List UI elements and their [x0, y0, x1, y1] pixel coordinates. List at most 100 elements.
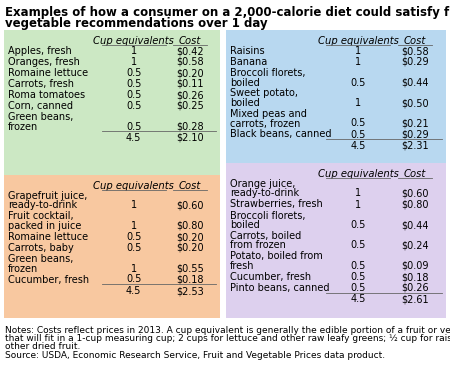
Text: 0.5: 0.5 [126, 275, 141, 284]
Text: $0.80: $0.80 [401, 199, 429, 209]
Text: $2.10: $2.10 [176, 133, 203, 143]
Text: Pinto beans, canned: Pinto beans, canned [230, 283, 329, 293]
Text: 0.5: 0.5 [350, 118, 366, 128]
Text: Corn, canned: Corn, canned [8, 101, 73, 111]
Text: Mixed peas and: Mixed peas and [230, 109, 307, 119]
Text: 4.5: 4.5 [126, 286, 141, 296]
Text: 0.5: 0.5 [350, 241, 366, 251]
Text: Cup equivalents: Cup equivalents [318, 36, 398, 46]
Text: boiled: boiled [230, 220, 260, 230]
Text: $0.58: $0.58 [176, 57, 203, 67]
Text: Broccoli florets,: Broccoli florets, [230, 210, 306, 220]
Text: Carrots, boiled: Carrots, boiled [230, 231, 301, 241]
Text: 1: 1 [355, 57, 361, 67]
Text: Romaine lettuce: Romaine lettuce [8, 232, 88, 242]
Text: $2.53: $2.53 [176, 286, 204, 296]
Text: $0.42: $0.42 [176, 46, 203, 56]
Text: Sweet potato,: Sweet potato, [230, 88, 298, 99]
Text: $0.55: $0.55 [176, 263, 204, 273]
Text: 1: 1 [355, 188, 361, 198]
Text: Roma tomatoes: Roma tomatoes [8, 90, 85, 100]
Text: $0.21: $0.21 [401, 118, 429, 128]
Text: packed in juice: packed in juice [8, 221, 81, 231]
Text: fresh: fresh [230, 261, 255, 271]
Text: 0.5: 0.5 [126, 243, 141, 253]
Text: $0.50: $0.50 [401, 98, 429, 108]
Bar [4, 30, 220, 193]
Text: $0.26: $0.26 [401, 283, 429, 293]
Text: $0.44: $0.44 [401, 220, 429, 230]
Text: Examples of how a consumer on a 2,000-calorie diet could satisfy fruit and: Examples of how a consumer on a 2,000-ca… [5, 6, 450, 19]
Text: $0.80: $0.80 [176, 221, 203, 231]
Text: Notes: Costs reflect prices in 2013. A cup equivalent is generally the edible po: Notes: Costs reflect prices in 2013. A c… [5, 326, 450, 335]
Text: vegetable recommendations over 1 day: vegetable recommendations over 1 day [5, 17, 268, 30]
Text: $0.20: $0.20 [176, 68, 203, 78]
Bar [226, 30, 446, 193]
Text: Broccoli florets,: Broccoli florets, [230, 68, 306, 78]
Text: Carrots, fresh: Carrots, fresh [8, 79, 74, 89]
Text: 0.5: 0.5 [350, 78, 366, 88]
Text: $0.20: $0.20 [176, 243, 203, 253]
Text: $0.44: $0.44 [401, 78, 429, 88]
Text: Fruit cocktail,: Fruit cocktail, [8, 212, 74, 222]
Text: $0.24: $0.24 [401, 241, 429, 251]
Text: 1: 1 [355, 46, 361, 56]
Text: $0.58: $0.58 [401, 46, 429, 56]
Text: Cup equivalents: Cup equivalents [318, 169, 398, 179]
Text: Banana: Banana [230, 57, 267, 67]
Text: 0.5: 0.5 [126, 79, 141, 89]
Text: Green beans,: Green beans, [8, 112, 73, 122]
Text: 1: 1 [130, 201, 137, 210]
Text: 0.5: 0.5 [126, 90, 141, 100]
Text: boiled: boiled [230, 78, 260, 88]
Text: Cost: Cost [404, 169, 426, 179]
Text: Strawberries, fresh: Strawberries, fresh [230, 199, 323, 209]
Text: $0.11: $0.11 [176, 79, 203, 89]
Text: Cost: Cost [404, 36, 426, 46]
Text: $0.18: $0.18 [401, 272, 429, 282]
Text: $0.18: $0.18 [176, 275, 203, 284]
Text: Cucumber, fresh: Cucumber, fresh [8, 275, 89, 284]
Text: Cup equivalents: Cup equivalents [93, 36, 174, 46]
Text: 0.5: 0.5 [126, 68, 141, 78]
Text: 0.5: 0.5 [350, 261, 366, 271]
Text: 4.5: 4.5 [350, 141, 366, 151]
Text: frozen: frozen [8, 263, 38, 273]
Text: Potato, boiled from: Potato, boiled from [230, 251, 323, 262]
Text: $0.29: $0.29 [401, 130, 429, 139]
Text: $0.26: $0.26 [176, 90, 203, 100]
Text: Carrots, baby: Carrots, baby [8, 243, 74, 253]
Text: $2.31: $2.31 [401, 141, 429, 151]
Text: 0.5: 0.5 [350, 283, 366, 293]
Text: 0.5: 0.5 [350, 272, 366, 282]
Text: Raisins: Raisins [230, 46, 265, 56]
Text: Black beans, canned: Black beans, canned [230, 130, 332, 139]
Text: $0.60: $0.60 [176, 201, 203, 210]
Text: Apples, fresh: Apples, fresh [8, 46, 72, 56]
Text: from frozen: from frozen [230, 241, 286, 251]
Text: 1: 1 [355, 98, 361, 108]
Text: 1: 1 [130, 263, 137, 273]
Text: $0.25: $0.25 [176, 101, 204, 111]
Text: 1: 1 [130, 57, 137, 67]
Text: $0.09: $0.09 [401, 261, 429, 271]
Text: carrots, frozen: carrots, frozen [230, 118, 301, 128]
Text: 1: 1 [130, 46, 137, 56]
Bar [4, 175, 220, 318]
Text: Cucumber, fresh: Cucumber, fresh [230, 272, 311, 282]
Text: $0.29: $0.29 [401, 57, 429, 67]
Text: Cost: Cost [179, 181, 201, 191]
Text: 1: 1 [130, 221, 137, 231]
Text: Cost: Cost [179, 36, 201, 46]
Text: 0.5: 0.5 [126, 121, 141, 131]
Text: boiled: boiled [230, 98, 260, 108]
Text: ready-to-drink: ready-to-drink [8, 201, 77, 210]
Text: Cup equivalents: Cup equivalents [93, 181, 174, 191]
Text: 0.5: 0.5 [350, 130, 366, 139]
Text: 1: 1 [355, 199, 361, 209]
Text: 0.5: 0.5 [126, 232, 141, 242]
Text: Romaine lettuce: Romaine lettuce [8, 68, 88, 78]
Bar [226, 163, 446, 318]
Text: $0.60: $0.60 [401, 188, 429, 198]
Text: $2.61: $2.61 [401, 294, 429, 304]
